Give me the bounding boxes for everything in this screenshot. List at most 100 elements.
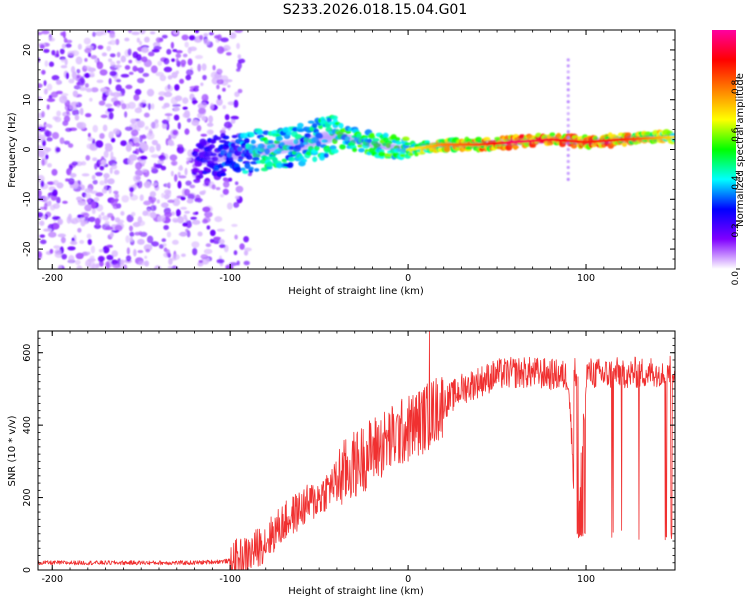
spectrogram-xlabel: Height of straight line (km) bbox=[288, 286, 424, 297]
colorbar-ticks: 0.0 0.2 0.4 0.6 0.8 bbox=[731, 77, 741, 285]
spectrogram-noise-speck bbox=[226, 202, 233, 210]
spectrogram-noise-speck bbox=[124, 126, 133, 131]
spectrogram-noise-speck bbox=[58, 264, 62, 269]
spectrogram-noise-speck bbox=[143, 244, 153, 252]
spectrogram-noise-speck bbox=[200, 133, 208, 137]
spectrogram-noise-speck bbox=[87, 132, 91, 138]
spectrogram-noise-speck bbox=[110, 137, 116, 143]
colorbar-label: Normalized spectral amplitude bbox=[735, 73, 746, 227]
spectrogram-noise-speck bbox=[108, 111, 114, 120]
spectrogram-noise-speck bbox=[155, 143, 161, 152]
spectrogram-noise-speck bbox=[102, 215, 110, 221]
spectrogram-noise-speck bbox=[208, 130, 214, 135]
spectrogram-noise-speck bbox=[146, 88, 155, 97]
spectrogram-noise-speck bbox=[177, 180, 182, 189]
spectrogram-ridge-blob bbox=[250, 139, 256, 145]
spectrogram-noise-speck bbox=[199, 34, 204, 41]
spectrogram-noise-speck bbox=[208, 115, 214, 124]
spectrogram-streak-dot bbox=[566, 118, 570, 122]
spectrogram-noise-speck bbox=[108, 58, 113, 63]
spectrogram-noise-speck bbox=[182, 97, 189, 104]
spectrogram-noise-speck bbox=[102, 124, 108, 132]
spectrogram-noise-speck bbox=[133, 136, 140, 145]
spectrogram-noise-speck bbox=[175, 58, 179, 63]
spectrogram-noise-speck bbox=[161, 34, 168, 39]
spectrogram-noise-speck bbox=[71, 161, 79, 166]
spectrogram-noise-speck bbox=[200, 82, 204, 87]
spectrogram-noise-speck bbox=[143, 59, 152, 68]
spectrogram-noise-speck bbox=[214, 34, 220, 39]
spectrogram-noise-speck bbox=[65, 72, 69, 80]
spectrogram-noise-speck bbox=[147, 51, 155, 57]
spectrogram-noise-speck bbox=[68, 78, 75, 84]
spectrogram-noise-speck bbox=[43, 88, 48, 95]
spectrogram-frame bbox=[37, 29, 676, 270]
spectrogram-noise-speck bbox=[43, 228, 52, 232]
spectrogram-noise-speck bbox=[69, 173, 77, 178]
spectrogram-noise-speck bbox=[53, 245, 61, 249]
spectrogram-noise-speck bbox=[48, 231, 57, 238]
spectrogram-noise-speck bbox=[137, 216, 143, 224]
spectrogram-noise-speck bbox=[243, 250, 249, 256]
spectrogram-ridge-blob bbox=[264, 156, 272, 161]
spectrogram-noise-speck bbox=[209, 102, 215, 110]
spectrogram-noise-speck bbox=[69, 240, 78, 246]
spectrogram-noise-speck bbox=[231, 223, 238, 227]
spectrogram-noise-speck bbox=[116, 51, 121, 58]
spectrogram-noise-speck bbox=[89, 97, 93, 102]
spectrogram-noise-speck bbox=[200, 101, 208, 109]
spectrogram-noise-speck bbox=[125, 255, 132, 262]
spectrogram-noise-speck bbox=[153, 45, 162, 51]
spectrogram-noise-speck bbox=[68, 177, 75, 186]
spectrogram-noise-speck bbox=[230, 115, 239, 120]
spectrogram-noise-speck bbox=[89, 71, 95, 77]
spectrogram-noise-speck bbox=[55, 147, 61, 153]
spectrogram-noise-speck bbox=[192, 247, 198, 256]
spectrogram-noise-speck bbox=[106, 103, 111, 108]
spectrogram-noise-speck bbox=[151, 103, 155, 110]
spectrogram-noise-speck bbox=[151, 139, 158, 146]
spectrogram-noise-speck bbox=[109, 70, 117, 77]
spectrogram-noise-speck bbox=[229, 262, 238, 267]
spectrogram-noise-speck bbox=[39, 220, 45, 226]
spectrogram-ridge-blob bbox=[208, 144, 216, 149]
spectrogram-noise-speck bbox=[186, 157, 192, 161]
spectrogram-noise-speck bbox=[66, 109, 70, 115]
spectrogram-noise-speck bbox=[124, 111, 128, 118]
spectrogram-noise-speck bbox=[45, 154, 49, 160]
spectrogram-noise-speck bbox=[235, 185, 244, 193]
spectrogram-noise-speck bbox=[46, 104, 50, 110]
spectrogram-noise-speck bbox=[216, 258, 225, 264]
spectrogram-noise-speck bbox=[113, 169, 120, 175]
spectrogram-noise-speck bbox=[165, 122, 170, 131]
spectrogram-noise-speck bbox=[75, 56, 83, 65]
spectrogram-noise-speck bbox=[141, 99, 147, 104]
spectrogram-noise-speck bbox=[91, 174, 96, 180]
spectrogram-streak-dot bbox=[566, 82, 570, 86]
spectrogram-noise-speck bbox=[166, 183, 172, 187]
spectrogram-noise-speck bbox=[86, 233, 92, 239]
spectrogram-noise-speck bbox=[163, 193, 170, 200]
spectrogram-noise-speck bbox=[130, 211, 136, 217]
spectrogram-noise-speck bbox=[172, 198, 181, 207]
spectrogram-noise-speck bbox=[228, 177, 233, 182]
spectrogram-noise-speck bbox=[172, 239, 179, 245]
spectrogram-noise-speck bbox=[203, 38, 210, 46]
spectrogram-noise-speck bbox=[172, 48, 178, 53]
spectrogram-ridge-blob bbox=[549, 132, 556, 137]
spectrogram-noise-speck bbox=[209, 238, 214, 244]
spectrogram-noise-speck bbox=[236, 61, 242, 70]
spectrogram-noise-speck bbox=[94, 217, 101, 226]
spectrogram-noise-speck bbox=[170, 160, 178, 166]
spectrogram-noise-speck bbox=[48, 61, 55, 67]
spectrogram-noise-speck bbox=[87, 251, 91, 255]
spectrogram-noise-speck bbox=[149, 31, 156, 35]
spectrogram-noise-speck bbox=[175, 208, 181, 217]
spectrogram-noise-speck bbox=[73, 85, 81, 90]
spectrogram-ylabel: Frequency (Hz) bbox=[7, 112, 18, 188]
spectrogram-noise-speck bbox=[167, 75, 173, 80]
spectrogram-noise-speck bbox=[59, 48, 65, 55]
spectrogram-noise-speck bbox=[74, 114, 80, 121]
spectrogram-noise-speck bbox=[234, 234, 238, 240]
spectrogram-noise-speck bbox=[92, 157, 98, 162]
